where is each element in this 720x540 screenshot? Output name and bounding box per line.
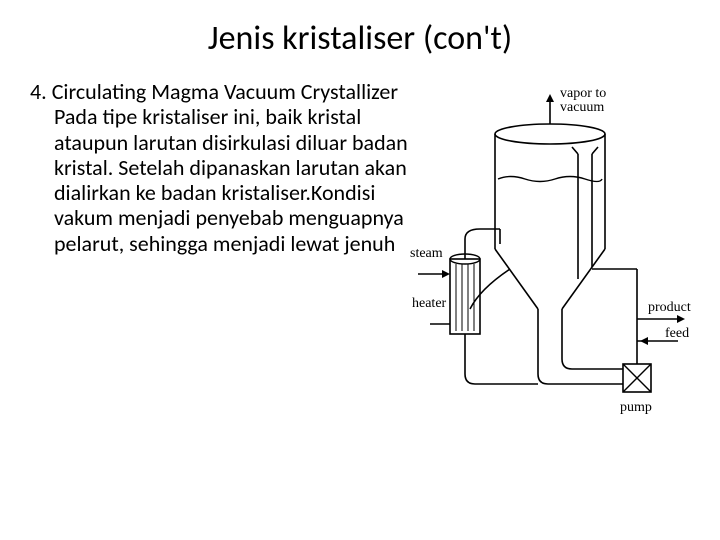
label-heater: heater	[412, 296, 447, 311]
page-title: Jenis kristaliser (con't)	[0, 0, 720, 79]
label-vapor: vapor to	[560, 86, 606, 101]
item-number: 4.	[30, 78, 47, 105]
crystallizer-diagram: vapor to vacuum steam heater product fee…	[410, 79, 700, 459]
text-column: 4. Circulating Magma Vacuum Crystallizer…	[30, 79, 410, 464]
label-feed: feed	[665, 326, 689, 341]
label-product: product	[648, 300, 691, 315]
label-vacuum: vacuum	[560, 100, 604, 115]
item-body: Pada tipe kristaliser ini, baik kristal …	[30, 104, 410, 256]
diagram-column: vapor to vacuum steam heater product fee…	[410, 79, 710, 464]
item-heading: Circulating Magma Vacuum Crystallizer	[52, 78, 398, 105]
label-steam: steam	[410, 246, 443, 261]
content-area: 4. Circulating Magma Vacuum Crystallizer…	[0, 79, 720, 464]
label-pump: pump	[620, 400, 652, 415]
